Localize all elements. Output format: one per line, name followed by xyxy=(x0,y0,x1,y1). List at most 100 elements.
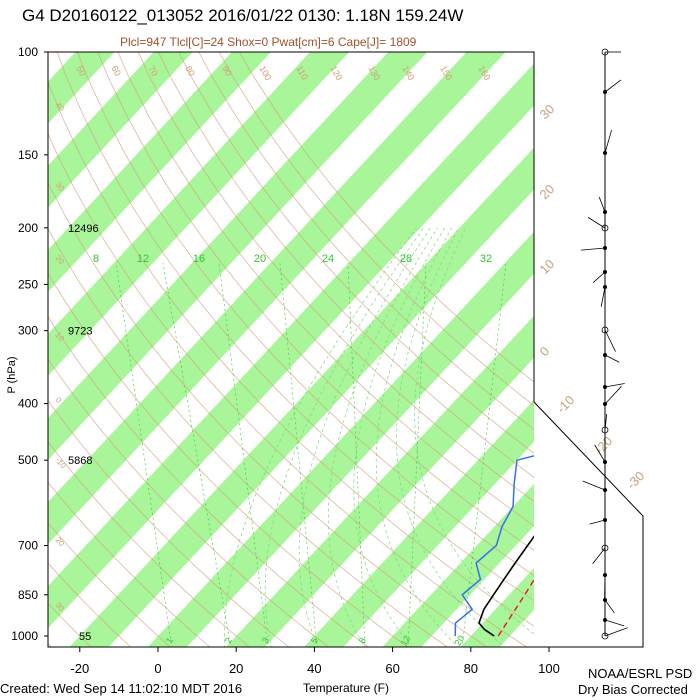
org-credit: NOAA/ESRL PSD xyxy=(588,666,693,681)
temperature-tick-label: 20 xyxy=(229,661,243,676)
isotherm-band xyxy=(537,25,700,648)
dry-adiabat xyxy=(48,272,409,647)
pressure-tick-label: 250 xyxy=(18,277,38,291)
mixing-ratio-label: 32 xyxy=(480,253,492,265)
dry-adiabat xyxy=(137,52,534,502)
temperature-tick-label: -20 xyxy=(70,661,89,676)
wind-barb xyxy=(581,247,606,251)
wind-station-marker xyxy=(601,224,609,232)
temperature-tick-label: 100 xyxy=(538,661,560,676)
wind-station-marker xyxy=(601,632,609,640)
dry-adiabat xyxy=(48,400,290,647)
pressure-tick-label: 700 xyxy=(18,539,38,553)
temperature-profile-line xyxy=(478,535,534,637)
mixing-ratio-bottom-label: 20 xyxy=(453,634,467,648)
dry-adiabat xyxy=(48,81,534,627)
height-label: 5868 xyxy=(68,455,92,467)
wind-barb xyxy=(604,354,620,363)
height-label: 9723 xyxy=(68,326,92,338)
isotherm-label: 30 xyxy=(537,101,558,122)
dry-adiabat xyxy=(238,52,534,383)
moist-adiabat xyxy=(298,227,431,647)
isotherm-label: 10 xyxy=(537,256,558,277)
mixing-ratio-bottom-label: 12 xyxy=(399,634,413,648)
dewpoint-profile-line xyxy=(454,455,534,637)
y-axis-label: P (hPa) xyxy=(6,356,18,393)
wind-barb xyxy=(604,627,628,637)
adiabat-label: 50 xyxy=(74,64,88,78)
dry-adiabat xyxy=(117,52,534,527)
mixing-ratio-line xyxy=(162,263,232,647)
dry-adiabat xyxy=(48,562,132,647)
isotherm-band xyxy=(48,52,272,292)
wind-barb xyxy=(604,599,615,614)
dry-adiabat xyxy=(178,52,534,454)
created-timestamp: Created: Wed Sep 14 11:02:10 MDT 2016 xyxy=(0,681,243,696)
plot-border xyxy=(47,51,644,648)
wind-barb xyxy=(604,386,622,405)
isotherm-label: -10 xyxy=(554,392,578,416)
dry-adiabat xyxy=(48,316,369,647)
x-axis-label: Temperature (F) xyxy=(303,681,389,695)
pressure-tick-label: 1000 xyxy=(11,629,38,643)
dry-adiabat xyxy=(158,52,534,478)
isotherm-label: 0 xyxy=(537,343,553,359)
mixing-ratio-label: 12 xyxy=(137,253,149,265)
chart-title: G4 D20160122_013052 2016/01/22 0130: 1.1… xyxy=(22,6,464,25)
isotherm-band xyxy=(48,52,428,460)
pressure-tick-label: 200 xyxy=(18,221,38,235)
moist-adiabat xyxy=(375,227,459,647)
isotherm-band xyxy=(48,52,115,124)
wind-station-marker xyxy=(601,326,609,334)
moist-adiabat xyxy=(264,227,424,647)
dry-adiabat xyxy=(56,52,534,602)
pressure-tick-label: 100 xyxy=(18,45,38,59)
wind-barb xyxy=(604,414,608,431)
wind-station-marker xyxy=(601,544,609,552)
dry-adiabat xyxy=(48,441,250,647)
mixing-ratio-label: 8 xyxy=(93,253,99,265)
mixing-ratio-bottom-label: 2 xyxy=(223,636,234,645)
wind-barb xyxy=(598,196,606,213)
wind-barb xyxy=(604,383,625,388)
isotherm-band xyxy=(225,315,534,647)
dry-adiabat xyxy=(48,522,171,647)
wind-barb xyxy=(594,444,606,463)
isotherm-band xyxy=(616,25,700,648)
dry-adiabat xyxy=(48,602,92,647)
isotherm-band xyxy=(694,25,700,648)
adiabat-left-label: 0 xyxy=(53,396,63,406)
wind-barb xyxy=(600,286,606,307)
mixing-ratio-bottom-label: 8 xyxy=(357,636,368,645)
wind-barb xyxy=(587,217,606,229)
wind-barb xyxy=(592,547,606,565)
pressure-tick-label: 500 xyxy=(18,453,38,467)
adiabat-label: 60 xyxy=(109,64,123,78)
isotherm-label: 20 xyxy=(537,181,558,202)
isotherm-label: -30 xyxy=(624,468,648,492)
wind-barb xyxy=(604,129,612,154)
temperature-tick-label: 60 xyxy=(385,661,399,676)
temperature-tick-label: 0 xyxy=(154,661,161,676)
dry-adiabats xyxy=(48,52,534,647)
wind-barb-panel xyxy=(581,48,628,640)
adiabat-label: 90 xyxy=(220,64,234,78)
isotherm-band xyxy=(48,52,193,208)
mixing-ratio-lines xyxy=(115,263,507,647)
moist-adiabat xyxy=(353,227,445,647)
wind-barb xyxy=(604,329,616,352)
dry-adiabat xyxy=(48,132,528,647)
mixing-ratio-label: 20 xyxy=(254,253,266,265)
adiabat-label: 80 xyxy=(183,64,197,78)
dry-adiabat xyxy=(48,227,448,647)
mixing-ratio-bottom-label: 1 xyxy=(164,636,175,645)
mixing-ratio-label: 24 xyxy=(322,253,334,265)
pressure-tick-label: 150 xyxy=(18,148,38,162)
height-label: 12496 xyxy=(68,223,99,235)
temperature-tick-label: 40 xyxy=(307,661,321,676)
isotherm-band xyxy=(147,231,534,647)
isotherm-band xyxy=(48,52,350,376)
moist-adiabats xyxy=(224,227,534,647)
height-label: 55 xyxy=(79,631,91,643)
isotherm-band xyxy=(48,63,534,629)
